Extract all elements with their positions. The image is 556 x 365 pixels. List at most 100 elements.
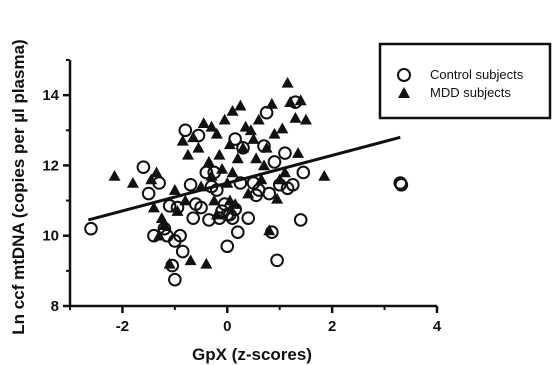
mdd-point <box>155 212 168 223</box>
mdd-point <box>192 141 205 153</box>
control-point <box>262 186 277 201</box>
mdd-point <box>318 169 331 181</box>
control-point <box>84 221 98 236</box>
mdd-point <box>213 148 226 160</box>
control-point <box>175 244 190 259</box>
mdd-point <box>250 152 263 164</box>
mdd-point <box>263 224 276 236</box>
y-tick-label: 14 <box>42 87 59 104</box>
mdd-point <box>197 117 210 129</box>
control-point <box>270 253 284 268</box>
mdd-point <box>289 111 302 123</box>
x-tick-label: 0 <box>223 318 231 335</box>
mdd-point <box>171 205 184 216</box>
mdd-point <box>216 162 229 174</box>
control-point <box>225 211 240 225</box>
mdd-point <box>247 133 260 144</box>
mdd-point <box>187 131 200 143</box>
control-point <box>267 155 282 169</box>
mdd-point <box>284 96 297 107</box>
mdd-point <box>195 180 208 192</box>
x-tick-label: 2 <box>328 318 336 335</box>
mdd-point <box>237 141 250 153</box>
control-point <box>230 225 245 239</box>
legend-box <box>378 42 552 120</box>
mdd-point <box>181 148 194 160</box>
mdd-point <box>205 169 218 181</box>
axes: 8 10 12 14 -2 0 2 4 <box>42 59 442 335</box>
control-point <box>394 177 409 192</box>
control-point <box>228 132 242 146</box>
control-point <box>259 105 274 120</box>
mdd-point <box>150 166 163 178</box>
mdd-point <box>273 173 286 185</box>
mdd-point <box>292 147 305 158</box>
legend-marker-mdd <box>398 87 410 98</box>
control-point <box>194 200 208 215</box>
x-tick-label: -2 <box>116 318 129 335</box>
mdd-point <box>184 254 197 266</box>
control-point <box>173 228 187 243</box>
control-point <box>178 123 193 138</box>
mdd-point <box>108 169 121 181</box>
y-tick-label: 12 <box>42 157 59 174</box>
mdd-point <box>294 94 307 106</box>
mdd-point <box>208 194 221 206</box>
mdd-point <box>299 113 312 125</box>
mdd-point <box>223 138 236 150</box>
mdd-point <box>265 97 278 109</box>
mdd-point <box>202 155 215 167</box>
control-point <box>210 183 224 197</box>
mdd-point <box>163 257 176 269</box>
y-tick-label: 10 <box>42 228 59 245</box>
control-point <box>186 211 201 225</box>
legend-label-control: Control subjects <box>430 67 524 82</box>
mdd-point <box>168 184 181 195</box>
mdd-point <box>281 76 294 88</box>
mdd-point <box>179 194 192 206</box>
control-point <box>296 165 311 180</box>
mdd-point <box>242 187 255 199</box>
mdd-point <box>210 208 223 220</box>
control-point <box>168 272 182 287</box>
control-point <box>233 176 248 190</box>
mdd-point <box>268 127 281 139</box>
mdd-point <box>278 166 291 178</box>
control-point <box>286 177 300 192</box>
mdd-point <box>158 219 171 230</box>
control-point <box>293 213 308 227</box>
mdd-point <box>147 201 160 213</box>
mdd-point <box>210 127 223 139</box>
mdd-point <box>252 113 265 125</box>
mdd-point <box>176 134 189 146</box>
y-axis-title: Ln ccf mtDNA (copies per µl plasma) <box>9 39 28 334</box>
control-point <box>162 199 177 213</box>
axis-labels: GpX (z-scores) Ln ccf mtDNA (copies per … <box>9 39 312 364</box>
mdd-point <box>244 124 257 136</box>
mdd-point <box>276 122 289 134</box>
mdd-point <box>145 173 158 185</box>
mdd-point <box>205 120 218 132</box>
mdd-point <box>260 141 273 153</box>
mdd-point <box>226 166 239 178</box>
mdd-point <box>271 192 284 204</box>
control-point <box>141 186 156 201</box>
control-point <box>220 239 235 254</box>
mdd-point <box>221 177 234 188</box>
x-axis-title: GpX (z-scores) <box>192 345 312 364</box>
mdd-point <box>234 99 247 111</box>
data-points <box>84 76 409 287</box>
mdd-point <box>257 159 270 171</box>
control-point <box>241 211 256 225</box>
control-point <box>136 160 151 174</box>
mdd-point <box>226 104 239 116</box>
mdd-point <box>153 229 166 241</box>
control-point <box>278 146 292 160</box>
mdd-point <box>255 173 268 185</box>
legend: Control subjects MDD subjects <box>378 42 552 120</box>
mdd-point <box>218 113 231 125</box>
mdd-point <box>229 198 242 209</box>
y-tick-label: 8 <box>51 298 59 315</box>
control-point <box>183 177 198 192</box>
